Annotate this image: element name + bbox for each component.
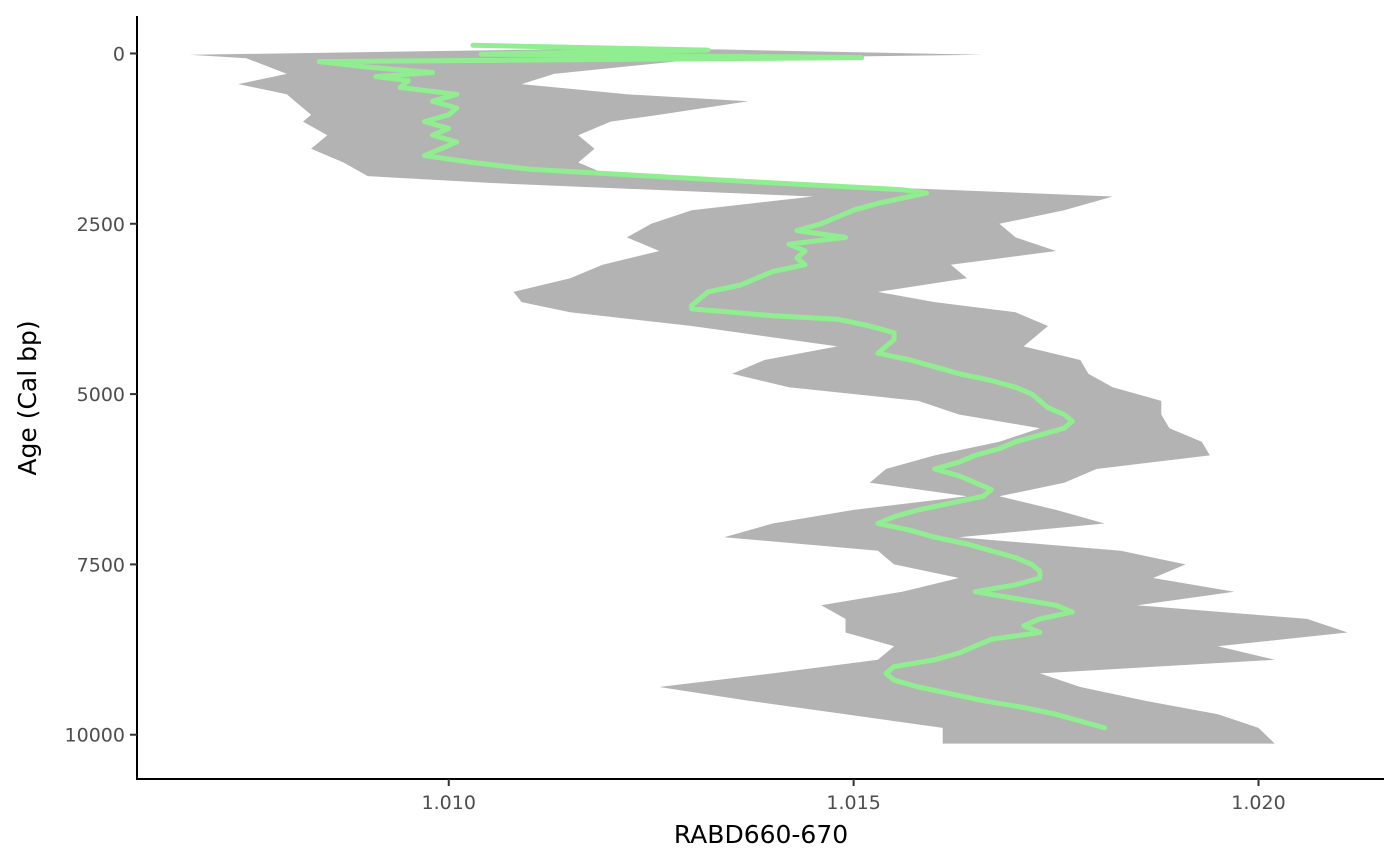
x-tick-label: 1.015 — [826, 792, 880, 814]
x-tick-label: 1.020 — [1231, 792, 1285, 814]
y-tick-label: 10000 — [65, 725, 125, 747]
y-axis-title: Age (Cal bp) — [13, 320, 42, 475]
uncertainty-band-layer — [189, 49, 1348, 744]
axes-layer — [136, 16, 1384, 780]
x-axis-title: RABD660-670 — [674, 820, 848, 849]
y-tick-label: 7500 — [77, 554, 125, 576]
y-tick-label: 5000 — [77, 384, 125, 406]
uncertainty-band — [189, 49, 1348, 744]
x-axis-ticks: 1.010 1.015 1.020 — [422, 779, 1286, 814]
x-tick-label: 1.010 — [422, 792, 476, 814]
y-axis-ticks: 0 2500 5000 7500 10000 — [65, 43, 137, 747]
median-line — [316, 42, 1108, 731]
y-tick-label: 0 — [113, 43, 125, 65]
y-tick-label: 2500 — [77, 214, 125, 236]
median-line-layer — [316, 42, 1108, 731]
